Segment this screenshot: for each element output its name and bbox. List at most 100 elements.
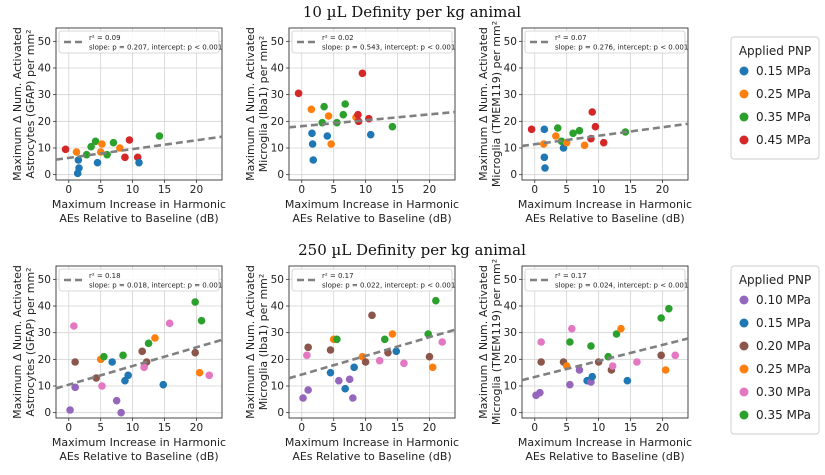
y-tick-label: 40 [504,301,517,313]
y-tick-label: 20 [271,116,284,128]
data-point [294,89,303,98]
data-point [657,351,665,360]
x-tick-label: 15 [391,422,404,434]
y-axis-label-line2: Microglia (Iba1) per mm² [257,274,270,411]
legend-marker [739,318,749,328]
data-point [608,362,617,370]
y-axis-label-line1: Maximum Δ Num. Activated [11,265,24,419]
data-point [308,129,316,138]
legend-title: Applied PNP [739,273,811,287]
stats-r2: r² = 0.17 [322,272,354,280]
data-point [119,351,127,360]
data-point [665,304,673,313]
data-point [61,145,70,154]
data-point [587,342,595,350]
y-tick-label: 0 [44,169,51,181]
x-tick-label: 5 [563,184,570,196]
data-point [388,330,397,338]
legend-label: 0.25 MPa [756,362,811,376]
data-point [671,351,680,360]
data-point [323,132,332,140]
data-point [73,169,82,178]
plot-frame [55,265,223,419]
data-point [657,314,665,322]
y-tick-label: 20 [504,116,517,128]
data-point [112,396,121,405]
stats-pvalues: slope: p = 0.022, intercept: p < 0.001 [322,282,455,290]
legend-marker [739,66,749,76]
legend-title: Applied PNP [739,44,811,58]
x-tick-label: 20 [190,184,203,196]
regression-fit-line [55,135,223,161]
legend-label: 0.10 MPa [756,293,811,307]
data-point [540,153,549,162]
x-tick-label: 10 [592,184,605,196]
data-point [195,368,204,377]
x-tick-label: 10 [126,422,139,434]
data-point [98,382,106,390]
legend-marker [739,387,749,397]
x-tick-label: 0 [298,422,305,434]
data-point [617,324,625,333]
y-tick-label: 30 [38,89,51,101]
data-point [568,324,576,333]
legend-marker [739,341,749,351]
data-point [71,358,79,366]
x-tick-label: 15 [158,422,171,434]
y-axis-label-line1: Maximum Δ Num. Activated [11,27,24,181]
data-point [339,110,348,119]
y-tick-label: 20 [271,354,284,366]
x-tick-label: 15 [158,184,171,196]
data-point [191,348,199,357]
data-point [205,371,214,380]
x-axis-label-line2: AEs Relative to Baseline (dB) [59,450,218,463]
y-tick-label: 50 [271,36,284,48]
y-tick-label: 40 [38,63,51,75]
data-point [100,352,108,361]
legend-label: 0.25 MPa [756,87,811,101]
data-point [125,136,134,144]
data-point [299,394,307,402]
y-tick-label: 50 [271,274,284,286]
data-point [138,347,146,356]
data-point [540,125,549,134]
data-point [537,358,545,366]
x-tick-label: 0 [65,422,72,434]
data-point [566,380,574,389]
x-tick-label: 5 [563,422,570,434]
legend-marker [739,112,749,122]
data-point [93,158,102,167]
stats-box [524,30,686,54]
stats-box [58,268,220,292]
legend-box [730,36,820,160]
legend-label: 0.15 MPa [756,316,811,330]
legend-marker [739,135,749,145]
y-tick-label: 50 [38,274,51,286]
y-tick-label: 40 [38,301,51,313]
data-point [661,366,670,374]
regression-fit-line [55,338,223,390]
data-point [144,339,153,348]
y-tick-label: 30 [271,89,284,101]
legend-marker [739,364,749,374]
legend-marker [739,295,749,305]
data-point [92,374,101,382]
data-point [375,356,384,365]
x-tick-label: 15 [624,184,637,196]
data-point [308,140,317,148]
y-tick-label: 10 [504,143,517,155]
data-point [566,338,574,346]
legend-box [730,265,820,435]
legend-label: 0.15 MPa [756,64,811,78]
stats-pvalues: slope: p = 0.207, intercept: p < 0.001 [89,44,222,52]
data-point [341,384,349,393]
x-tick-label: 0 [298,184,305,196]
data-point [541,164,549,172]
data-point [326,368,335,377]
data-point [121,153,129,162]
data-point [303,351,311,360]
data-point [536,388,544,397]
x-tick-label: 10 [126,184,139,196]
x-tick-label: 20 [423,422,436,434]
y-axis-label-line2: Microglia (TMEM119) per mm² [490,259,503,425]
